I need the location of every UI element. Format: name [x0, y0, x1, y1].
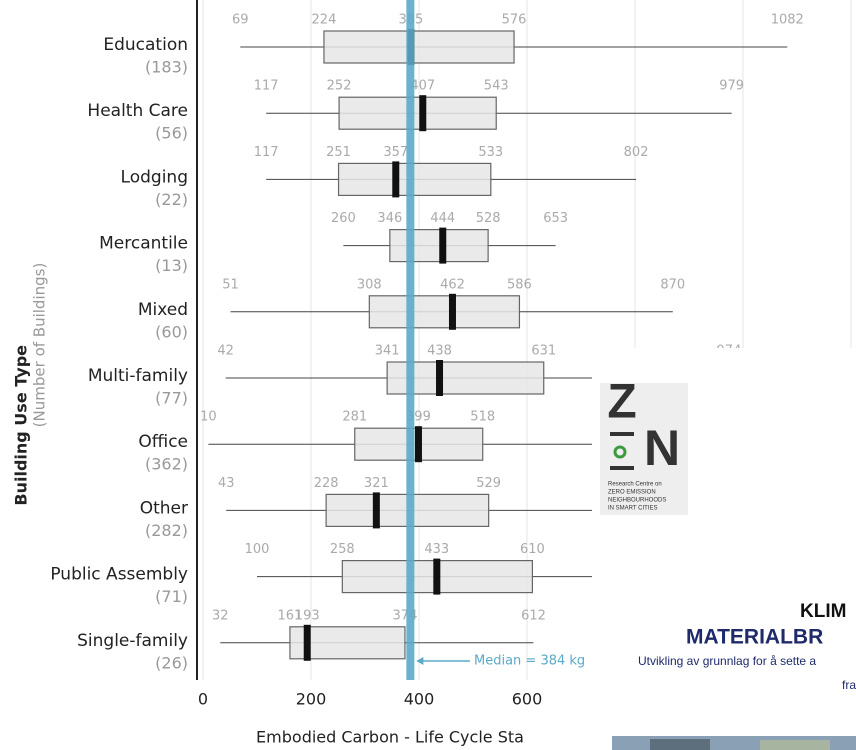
logo-caption: IN SMART CITIES: [608, 506, 657, 512]
logo-caption: Research Centre on: [608, 482, 662, 488]
logo-letter: N: [644, 420, 680, 476]
doc-photo: [760, 740, 830, 750]
doc-subtitle: fra: [842, 678, 856, 692]
document-overlay: Z N Research Centre on ZERO EMISSION NEI…: [0, 0, 856, 750]
doc-title: KLIM: [800, 601, 846, 622]
logo-caption: NEIGHBOURHOODS: [608, 498, 666, 504]
page: Building Use Type (Number of Buildings) …: [0, 0, 856, 750]
logo-letter: Z: [607, 376, 636, 429]
doc-photo: [650, 739, 710, 750]
doc-title: MATERIALBR: [686, 626, 823, 649]
logo-caption: ZERO EMISSION: [608, 490, 656, 496]
doc-subtitle: Utvikling av grunnlag for å sette a: [638, 654, 816, 668]
